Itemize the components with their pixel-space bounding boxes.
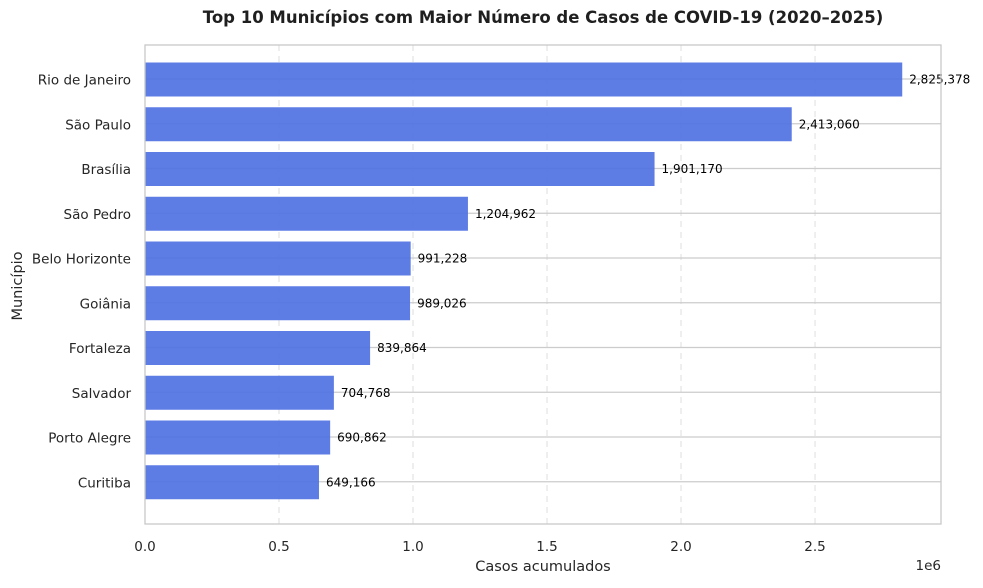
bar-value-label: 839,864: [377, 341, 427, 355]
bar: [145, 420, 331, 455]
bar: [145, 331, 371, 365]
y-axis-label: Município: [10, 251, 26, 320]
bar-value-label: 991,228: [418, 252, 468, 266]
y-tick-label: Belo Horizonte: [32, 252, 131, 268]
x-axis-offset-label: 1e6: [916, 558, 941, 574]
bar: [145, 375, 334, 410]
bar-value-label: 989,026: [417, 296, 467, 310]
bar: [145, 286, 411, 321]
bar-value-label: 649,166: [326, 475, 376, 489]
bars-layer: [145, 62, 903, 500]
x-axis-label: Casos acumulados: [475, 559, 611, 575]
bar: [145, 241, 411, 276]
bar-value-label: 704,768: [341, 386, 391, 400]
y-tick-label: Curitiba: [78, 475, 131, 491]
bar: [145, 107, 792, 142]
y-tick-labels: Rio de Janeiro São Paulo Brasília São Pedro…: [32, 73, 132, 492]
x-tick-label: 2.0: [670, 539, 691, 555]
y-tick-label: São Paulo: [65, 117, 131, 133]
y-tick-label: Brasília: [81, 162, 131, 178]
bar-value-label: 2,825,378: [909, 73, 970, 87]
y-tick-label: Porto Alegre: [48, 431, 131, 447]
x-tick-label: 0.5: [268, 539, 289, 555]
y-tick-label: Fortaleza: [69, 341, 131, 357]
y-tick-label: São Pedro: [64, 207, 131, 223]
bar: [145, 62, 903, 97]
x-tick-label: 1.0: [402, 539, 423, 555]
x-tick-labels: 0.0 0.5 1.0 1.5 2.0 2.5: [134, 539, 826, 555]
value-labels-layer: 2,825,378 2,413,060 1,901,170 1,204,962 991,…: [326, 73, 970, 490]
bar-value-label: 1,204,962: [475, 207, 536, 221]
bar-value-label: 690,862: [337, 431, 387, 445]
plot-frame: [144, 44, 942, 525]
x-tick-label: 2.5: [804, 539, 825, 555]
x-tick-label: 1.5: [536, 539, 557, 555]
y-tick-label: Goiânia: [80, 296, 131, 312]
bar: [145, 152, 655, 186]
y-tick-label: Rio de Janeiro: [38, 73, 131, 89]
bar: [145, 465, 319, 500]
y-tick-label: Salvador: [72, 386, 132, 402]
bar: [145, 196, 468, 231]
x-tick-label: 0.0: [134, 539, 155, 555]
bar-value-label: 1,901,170: [662, 162, 723, 176]
chart-title: Top 10 Municípios com Maior Número de Ca…: [203, 8, 883, 27]
bar-value-label: 2,413,060: [799, 117, 860, 131]
